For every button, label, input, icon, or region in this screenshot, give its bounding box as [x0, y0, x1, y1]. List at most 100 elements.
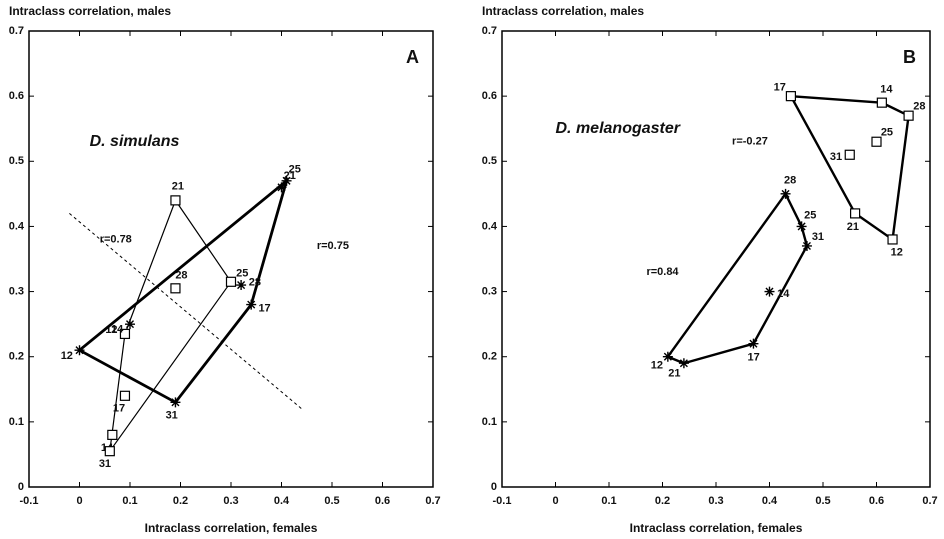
point-label: 17: [113, 402, 125, 414]
y-tick-label: 0.3: [482, 285, 497, 297]
square-marker: [887, 234, 898, 245]
square-marker: [104, 446, 115, 457]
x-tick-label: 0.5: [815, 495, 830, 507]
star-marker: [796, 221, 807, 232]
square-marker: [170, 195, 181, 206]
point-label: 31: [99, 458, 111, 470]
point-label: 21: [172, 180, 184, 192]
x-tick-label: 0: [76, 495, 82, 507]
y-tick-label: 0.4: [482, 220, 498, 232]
x-tick-label: 0.5: [324, 495, 339, 507]
star-marker: [281, 175, 292, 186]
plot-frame: [28, 30, 434, 488]
plot-frame: [501, 30, 931, 488]
y-tick-label: 0.3: [9, 285, 24, 297]
point-label: 17: [258, 303, 270, 315]
point-label: 28: [784, 175, 796, 187]
outline: [789, 94, 910, 241]
y-axis-label: Intraclass correlation, males: [482, 4, 644, 18]
square-marker: [844, 149, 855, 160]
y-axis-label: Intraclass correlation, males: [9, 4, 171, 18]
square-marker: [170, 283, 181, 294]
x-tick-label: 0.1: [601, 495, 616, 507]
x-tick-label: -0.1: [20, 495, 39, 507]
species-label: D. melanogaster: [556, 120, 681, 137]
star-marker: [780, 188, 791, 199]
point-label: 12: [651, 359, 663, 371]
star-marker: [125, 319, 135, 330]
x-axis-label: Intraclass correlation, females: [145, 521, 318, 535]
y-tick-label: 0.6: [482, 90, 497, 102]
point-label: 21: [847, 221, 859, 233]
point-label: 17: [748, 352, 760, 364]
star-marker: [276, 182, 287, 193]
x-tick-label: -0.1: [493, 495, 512, 507]
panel-label: A: [406, 47, 419, 67]
outline: [78, 179, 288, 404]
y-tick-label: 0.7: [482, 25, 497, 37]
square-marker: [785, 91, 797, 102]
x-tick-label: 0.7: [922, 495, 937, 507]
annotation: r=-0.27: [732, 136, 768, 148]
point-label: 28: [249, 277, 261, 289]
annotation: r=0.84: [646, 266, 679, 278]
x-tick-label: 0.6: [375, 495, 390, 507]
star-marker: [662, 351, 673, 362]
x-tick-label: 0.6: [869, 495, 884, 507]
star-marker: [170, 397, 181, 408]
y-tick-label: 0.1: [482, 416, 497, 428]
point-label: 21: [668, 367, 680, 379]
square-marker: [871, 136, 882, 147]
x-tick-label: 0.3: [708, 495, 723, 507]
y-tick-label: 0.4: [9, 220, 25, 232]
x-tick-label: 0: [552, 495, 558, 507]
point-label: 14: [777, 288, 790, 300]
point-label: 14: [880, 83, 893, 95]
x-tick-label: 0.2: [173, 495, 188, 507]
y-tick-label: 0.2: [9, 351, 24, 363]
y-tick-label: 0.5: [482, 155, 497, 167]
point-label: 28: [913, 101, 925, 113]
reference-line: [69, 213, 303, 410]
y-tick-label: 0.2: [482, 351, 497, 363]
x-axis-label: Intraclass correlation, females: [630, 521, 803, 535]
y-tick-label: 0: [18, 481, 24, 493]
square-marker: [849, 208, 861, 219]
square-marker: [119, 390, 131, 401]
star-marker: [74, 345, 85, 356]
star-marker: [246, 299, 257, 310]
star-marker: [748, 338, 759, 349]
y-tick-label: 0.1: [9, 416, 24, 428]
x-tick-label: 0.4: [274, 495, 290, 507]
annotation: r=0.78: [100, 233, 132, 245]
point-label: 31: [830, 151, 842, 163]
square-marker: [876, 97, 887, 108]
point-label: 25: [804, 209, 816, 221]
y-tick-label: 0.5: [9, 155, 24, 167]
point-label: 12: [61, 350, 73, 362]
square-marker: [107, 429, 118, 440]
y-tick-label: 0: [491, 481, 497, 493]
square-marker: [119, 328, 131, 340]
annotation: r=0.75: [317, 240, 349, 252]
x-tick-label: 0.3: [223, 495, 238, 507]
y-tick-label: 0.7: [9, 25, 24, 37]
point-label: 14: [111, 324, 124, 336]
star-marker: [678, 358, 689, 369]
point-label: 12: [891, 247, 903, 259]
point-label: 28: [175, 270, 187, 282]
point-label: 25: [289, 163, 301, 175]
point-label: 31: [812, 231, 824, 243]
point-label: 17: [774, 82, 786, 94]
point-label: 31: [166, 410, 178, 422]
point-label: 25: [881, 126, 893, 138]
square-marker: [225, 276, 237, 287]
x-tick-label: 0.1: [122, 495, 137, 507]
star-marker: [801, 240, 812, 251]
y-tick-label: 0.6: [9, 90, 24, 102]
square-marker: [903, 110, 914, 121]
panel-label: B: [903, 47, 916, 67]
star-marker: [236, 280, 247, 291]
x-tick-label: 0.2: [655, 495, 670, 507]
